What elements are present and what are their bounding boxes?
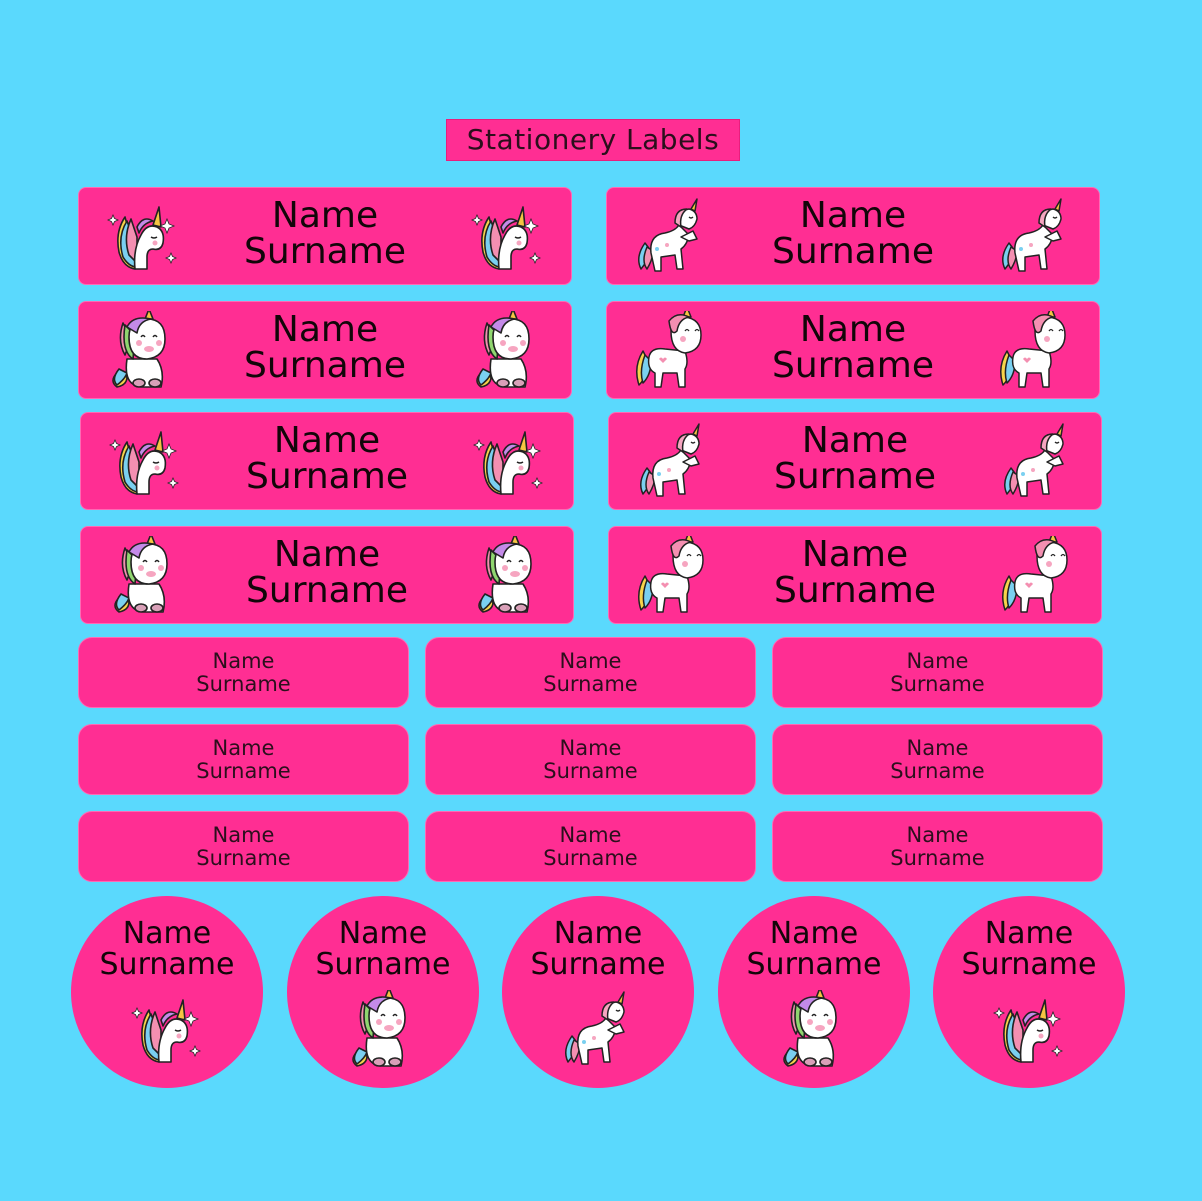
label-surname: Surname xyxy=(244,345,406,386)
standing-unicorn-icon xyxy=(995,311,1075,391)
unicorn-head-icon xyxy=(105,422,185,502)
label-name: Name xyxy=(212,823,275,847)
label-surname: Surname xyxy=(772,345,934,386)
sitting-unicorn-icon xyxy=(469,536,549,616)
rearing-unicorn-icon xyxy=(558,990,638,1070)
small-label: Name Surname xyxy=(78,724,409,795)
label-surname: Surname xyxy=(890,846,985,870)
label-name: Name xyxy=(906,823,969,847)
standing-unicorn-icon xyxy=(633,536,713,616)
label-surname: Surname xyxy=(543,759,638,783)
round-label: Name Surname xyxy=(502,896,694,1088)
large-label: Name Surname xyxy=(606,301,1100,399)
small-label: Name Surname xyxy=(772,811,1103,882)
label-surname: Surname xyxy=(890,759,985,783)
round-label: Name Surname xyxy=(718,896,910,1088)
label-name: Name xyxy=(799,195,907,236)
unicorn-head-icon xyxy=(989,990,1069,1070)
small-label: Name Surname xyxy=(425,637,756,708)
label-name: Name xyxy=(559,823,622,847)
label-surname: Surname xyxy=(196,846,291,870)
label-name: Name xyxy=(769,916,859,951)
label-name: Name xyxy=(338,916,428,951)
rearing-unicorn-icon xyxy=(997,422,1077,502)
sitting-unicorn-icon xyxy=(343,990,423,1070)
rearing-unicorn-icon xyxy=(633,422,713,502)
label-surname: Surname xyxy=(530,947,666,982)
sheet-title: Stationery Labels xyxy=(446,119,740,161)
round-label: Name Surname xyxy=(933,896,1125,1088)
label-surname: Surname xyxy=(246,456,408,497)
unicorn-head-icon xyxy=(467,197,547,277)
label-surname: Surname xyxy=(774,456,936,497)
round-label: Name Surname xyxy=(71,896,263,1088)
rearing-unicorn-icon xyxy=(631,197,711,277)
large-label: Name Surname xyxy=(80,412,574,510)
standing-unicorn-icon xyxy=(997,536,1077,616)
large-label: Name Surname xyxy=(80,526,574,624)
label-name: Name xyxy=(559,649,622,673)
label-name: Name xyxy=(271,195,379,236)
large-label: Name Surname xyxy=(608,526,1102,624)
unicorn-head-icon xyxy=(127,990,207,1070)
sitting-unicorn-icon xyxy=(467,311,547,391)
label-name: Name xyxy=(273,534,381,575)
label-surname: Surname xyxy=(961,947,1097,982)
rearing-unicorn-icon xyxy=(995,197,1075,277)
small-label: Name Surname xyxy=(425,811,756,882)
label-name: Name xyxy=(212,736,275,760)
label-name: Name xyxy=(553,916,643,951)
label-surname: Surname xyxy=(99,947,235,982)
large-label: Name Surname xyxy=(606,187,1100,285)
sitting-unicorn-icon xyxy=(103,311,183,391)
label-name: Name xyxy=(212,649,275,673)
label-name: Name xyxy=(559,736,622,760)
label-surname: Surname xyxy=(315,947,451,982)
label-name: Name xyxy=(906,649,969,673)
standing-unicorn-icon xyxy=(631,311,711,391)
label-surname: Surname xyxy=(244,231,406,272)
label-name: Name xyxy=(801,534,909,575)
label-surname: Surname xyxy=(196,672,291,696)
round-label: Name Surname xyxy=(287,896,479,1088)
unicorn-head-icon xyxy=(103,197,183,277)
sitting-unicorn-icon xyxy=(774,990,854,1070)
label-name: Name xyxy=(984,916,1074,951)
label-name: Name xyxy=(271,309,379,350)
large-label: Name Surname xyxy=(608,412,1102,510)
label-surname: Surname xyxy=(543,672,638,696)
small-label: Name Surname xyxy=(772,724,1103,795)
label-name: Name xyxy=(122,916,212,951)
label-surname: Surname xyxy=(772,231,934,272)
small-label: Name Surname xyxy=(425,724,756,795)
label-surname: Surname xyxy=(774,570,936,611)
unicorn-head-icon xyxy=(469,422,549,502)
label-name: Name xyxy=(799,309,907,350)
label-name: Name xyxy=(801,420,909,461)
small-label: Name Surname xyxy=(78,811,409,882)
label-surname: Surname xyxy=(196,759,291,783)
large-label: Name Surname xyxy=(78,187,572,285)
label-surname: Surname xyxy=(543,846,638,870)
large-label: Name Surname xyxy=(78,301,572,399)
sitting-unicorn-icon xyxy=(105,536,185,616)
label-surname: Surname xyxy=(246,570,408,611)
label-surname: Surname xyxy=(746,947,882,982)
label-name: Name xyxy=(906,736,969,760)
label-surname: Surname xyxy=(890,672,985,696)
label-name: Name xyxy=(273,420,381,461)
small-label: Name Surname xyxy=(78,637,409,708)
small-label: Name Surname xyxy=(772,637,1103,708)
